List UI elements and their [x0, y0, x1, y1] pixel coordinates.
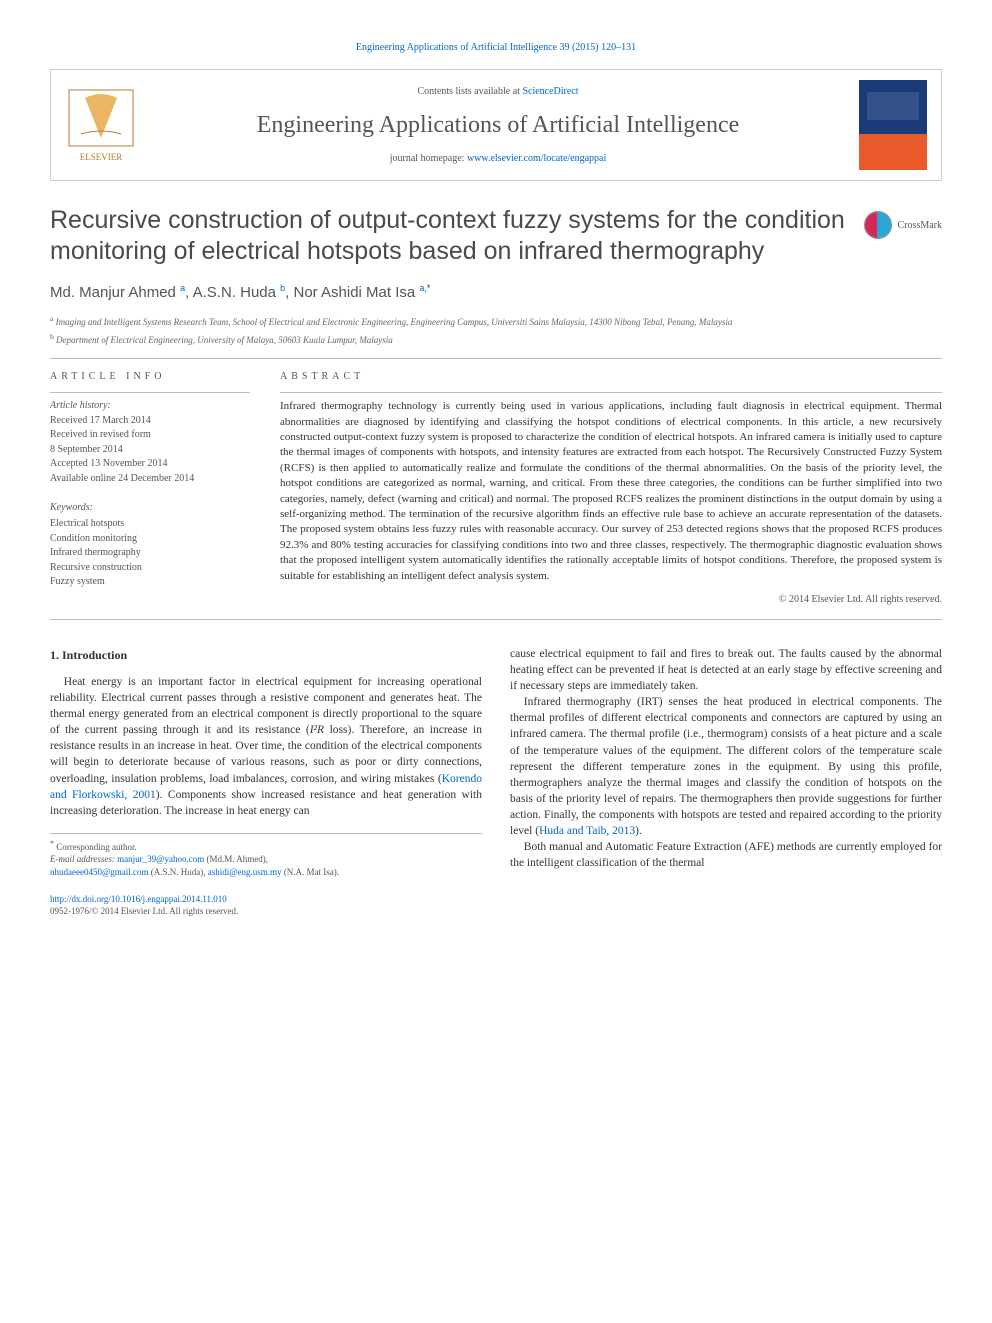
info-rule-1 [50, 392, 250, 393]
keywords-label: Keywords: [50, 500, 250, 515]
abstract-column: abstract Infrared thermography technolog… [280, 369, 942, 607]
email-2[interactable]: nhudaeee0450@gmail.com [50, 867, 149, 877]
history-accepted: Accepted 13 November 2014 [50, 458, 167, 469]
email-1-who: (Md.M. Ahmed), [206, 854, 268, 864]
journal-cover-thumb [859, 80, 927, 170]
intro-para-1: Heat energy is an important factor in el… [50, 674, 482, 819]
journal-homepage-line: journal homepage: www.elsevier.com/locat… [151, 151, 845, 166]
history-revised: Received in revised form [50, 429, 151, 440]
i2r-term: I²R [310, 724, 324, 736]
email-1[interactable]: manjur_39@yahoo.com [117, 854, 204, 864]
sciencedirect-link[interactable]: ScienceDirect [522, 86, 578, 97]
author-3[interactable]: Nor Ashidi Mat Isa [294, 284, 416, 301]
intro-para-1-cont: cause electrical equipment to fail and f… [510, 646, 942, 694]
history-label: Article history: [50, 400, 111, 411]
email-3-who: (N.A. Mat Isa). [284, 867, 339, 877]
article-title: Recursive construction of output-context… [50, 205, 848, 268]
publisher-name: ELSEVIER [80, 152, 123, 162]
history-online: Available online 24 December 2014 [50, 473, 194, 484]
history-revised-date: 8 September 2014 [50, 444, 123, 455]
column-left: 1. Introduction Heat energy is an import… [50, 646, 482, 918]
keyword-3: Recursive construction [50, 562, 142, 573]
contents-prefix: Contents lists available at [417, 86, 522, 97]
keyword-0: Electrical hotspots [50, 518, 124, 529]
citation-link[interactable]: Engineering Applications of Artificial I… [356, 42, 636, 53]
keyword-4: Fuzzy system [50, 576, 105, 587]
affiliation-b: b Department of Electrical Engineering, … [50, 332, 942, 346]
contents-lists-line: Contents lists available at ScienceDirec… [151, 84, 845, 99]
article-info-column: article info Article history: Received 1… [50, 369, 250, 607]
keyword-2: Infrared thermography [50, 547, 141, 558]
rule-top [50, 358, 942, 359]
author-2[interactable]: A.S.N. Huda [193, 284, 276, 301]
email-2-who: (A.S.N. Huda), [151, 867, 206, 877]
affiliation-a: a Imaging and Intelligent Systems Resear… [50, 314, 942, 328]
abstract-label: abstract [280, 369, 942, 384]
homepage-prefix: journal homepage: [390, 153, 467, 164]
column-right: cause electrical equipment to fail and f… [510, 646, 942, 918]
author-1-affil: a [180, 283, 185, 293]
intro-para-2: Infrared thermography (IRT) senses the h… [510, 694, 942, 839]
citation-line: Engineering Applications of Artificial I… [50, 40, 942, 55]
intro-para-3: Both manual and Automatic Feature Extrac… [510, 839, 942, 871]
body-two-column: 1. Introduction Heat energy is an import… [50, 646, 942, 918]
issn-copyright: 0952-1976/© 2014 Elsevier Ltd. All right… [50, 906, 238, 916]
info-abstract-row: article info Article history: Received 1… [50, 369, 942, 607]
corresponding-star: * [427, 283, 431, 293]
author-1[interactable]: Md. Manjur Ahmed [50, 284, 176, 301]
abstract-text: Infrared thermography technology is curr… [280, 399, 942, 584]
elsevier-logo: ELSEVIER [65, 86, 137, 164]
journal-title: Engineering Applications of Artificial I… [151, 107, 845, 143]
intro-heading: 1. Introduction [50, 646, 482, 664]
doi-link[interactable]: http://dx.doi.org/10.1016/j.engappai.201… [50, 894, 227, 904]
corr-star: * [50, 839, 54, 848]
author-3-affil: a, [419, 283, 427, 293]
history-received: Received 17 March 2014 [50, 415, 151, 426]
crossmark-label: CrossMark [898, 218, 942, 233]
email-3[interactable]: ashidi@eng.usm.my [208, 867, 282, 877]
author-2-affil: b [280, 283, 285, 293]
email-label: E-mail addresses: [50, 854, 115, 864]
journal-header: ELSEVIER Contents lists available at Sci… [50, 69, 942, 181]
keywords-list: Electrical hotspots Condition monitoring… [50, 517, 250, 590]
authors-line: Md. Manjur Ahmed a, A.S.N. Huda b, Nor A… [50, 282, 942, 305]
keyword-1: Condition monitoring [50, 533, 137, 544]
crossmark-icon [864, 211, 892, 239]
doi-block: http://dx.doi.org/10.1016/j.engappai.201… [50, 893, 482, 918]
abstract-rule [280, 392, 942, 393]
article-info-label: article info [50, 369, 250, 384]
footnotes-block: * Corresponding author. E-mail addresses… [50, 833, 482, 879]
header-center: Contents lists available at ScienceDirec… [151, 84, 845, 166]
abstract-copyright: © 2014 Elsevier Ltd. All rights reserved… [280, 592, 942, 607]
crossmark-badge[interactable]: CrossMark [864, 211, 942, 239]
article-history: Article history: Received 17 March 2014 … [50, 399, 250, 486]
rule-bottom [50, 619, 942, 620]
corresponding-author-label: Corresponding author. [56, 842, 137, 852]
ref-huda[interactable]: Huda and Taib, 2013 [539, 825, 635, 837]
journal-homepage-link[interactable]: www.elsevier.com/locate/engappai [467, 153, 606, 164]
